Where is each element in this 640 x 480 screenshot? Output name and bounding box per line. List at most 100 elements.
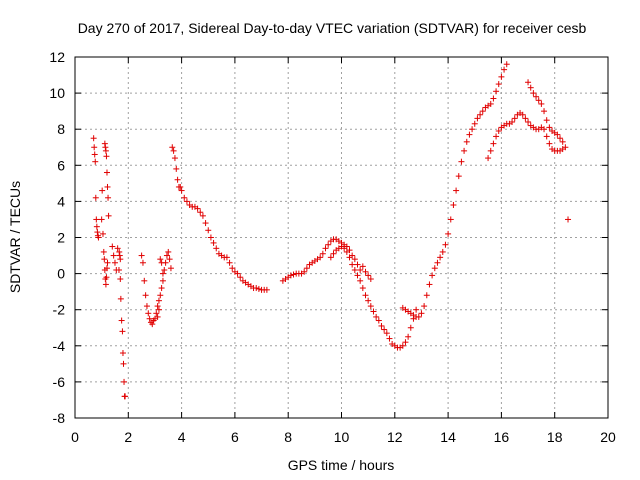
chart-title: Day 270 of 2017, Sidereal Day-to-day VTE… (78, 20, 587, 36)
data-point (498, 73, 505, 80)
x-tick-label: 2 (124, 429, 132, 445)
data-point (91, 144, 98, 151)
data-point (142, 292, 149, 299)
data-point (103, 169, 110, 176)
data-point (110, 252, 117, 259)
x-tick-label: 10 (334, 429, 350, 445)
data-point (102, 147, 109, 154)
data-point (357, 277, 364, 284)
data-point (117, 295, 124, 302)
data-point (346, 254, 353, 261)
data-point (95, 234, 102, 241)
data-point (455, 173, 462, 180)
y-axis-label: SDTVAR / TECUs (7, 181, 23, 293)
y-tick-label: 8 (57, 121, 65, 137)
data-point (177, 183, 184, 190)
data-point (91, 151, 98, 158)
data-point (159, 277, 166, 284)
data-point (402, 339, 409, 346)
data-point (154, 313, 161, 320)
data-point (116, 248, 123, 255)
data-point (93, 223, 100, 230)
data-point (354, 261, 361, 268)
x-tick-label: 6 (231, 429, 239, 445)
data-point (439, 248, 446, 255)
data-point (429, 272, 436, 279)
y-tick-label: -8 (53, 410, 66, 426)
data-point (158, 259, 165, 266)
data-point (121, 378, 128, 385)
data-point (378, 322, 385, 329)
data-point (423, 292, 430, 299)
data-point (493, 88, 500, 95)
data-point (541, 126, 548, 133)
data-point (174, 176, 181, 183)
data-point (495, 81, 502, 88)
data-point (169, 144, 176, 151)
data-point (226, 259, 233, 266)
data-point (253, 285, 260, 292)
axis-ticks: 0 2 4 6 8 10 12 14 16 18 20 -8 -6 -4 -2 0 2 4 6 8 10 12 (49, 49, 616, 445)
data-point (525, 118, 532, 125)
y-tick-label: 12 (49, 49, 65, 65)
data-point (103, 153, 110, 160)
data-point (469, 126, 476, 133)
data-point (343, 248, 350, 255)
data-point (477, 111, 484, 118)
data-point (327, 254, 334, 261)
data-point (118, 317, 125, 324)
data-point (557, 135, 564, 142)
data-point (234, 270, 241, 277)
y-tick-label: -2 (53, 302, 66, 318)
y-tick-label: 10 (49, 85, 65, 101)
data-point (213, 245, 220, 252)
data-point (159, 270, 166, 277)
data-point (158, 285, 165, 292)
data-point (458, 158, 465, 165)
data-point (405, 333, 412, 340)
data-point (373, 313, 380, 320)
data-point (543, 117, 550, 124)
data-point (501, 66, 508, 73)
data-point (341, 245, 348, 252)
data-point (495, 128, 502, 135)
data-point (157, 292, 164, 299)
data-point (199, 212, 206, 219)
data-point (143, 303, 150, 310)
data-point (431, 265, 438, 272)
grid (75, 57, 608, 418)
data-point (466, 131, 473, 138)
data-point (479, 108, 486, 115)
data-point (450, 202, 457, 209)
x-tick-label: 20 (600, 429, 616, 445)
data-point (559, 138, 566, 145)
data-point (98, 216, 105, 223)
data-point (101, 256, 108, 263)
data-point (562, 144, 569, 151)
data-point (485, 155, 492, 162)
data-point (365, 297, 372, 304)
x-tick-label: 16 (494, 429, 510, 445)
data-point (522, 115, 529, 122)
y-tick-label: 2 (57, 230, 65, 246)
data-point (114, 245, 121, 252)
data-point (109, 243, 116, 250)
data-point (100, 248, 107, 255)
data-point (413, 306, 420, 313)
data-point (418, 310, 425, 317)
data-point (111, 259, 118, 266)
data-point (357, 266, 364, 273)
y-tick-label: 0 (57, 266, 65, 282)
data-point (538, 100, 545, 107)
data-point (541, 108, 548, 115)
data-point (116, 252, 123, 259)
data-point (99, 187, 106, 194)
data-point (381, 326, 388, 333)
data-point (94, 229, 101, 236)
data-point (237, 274, 244, 281)
data-point (205, 227, 212, 234)
data-point (181, 194, 188, 201)
data-point (359, 285, 366, 292)
data-point (290, 271, 297, 278)
